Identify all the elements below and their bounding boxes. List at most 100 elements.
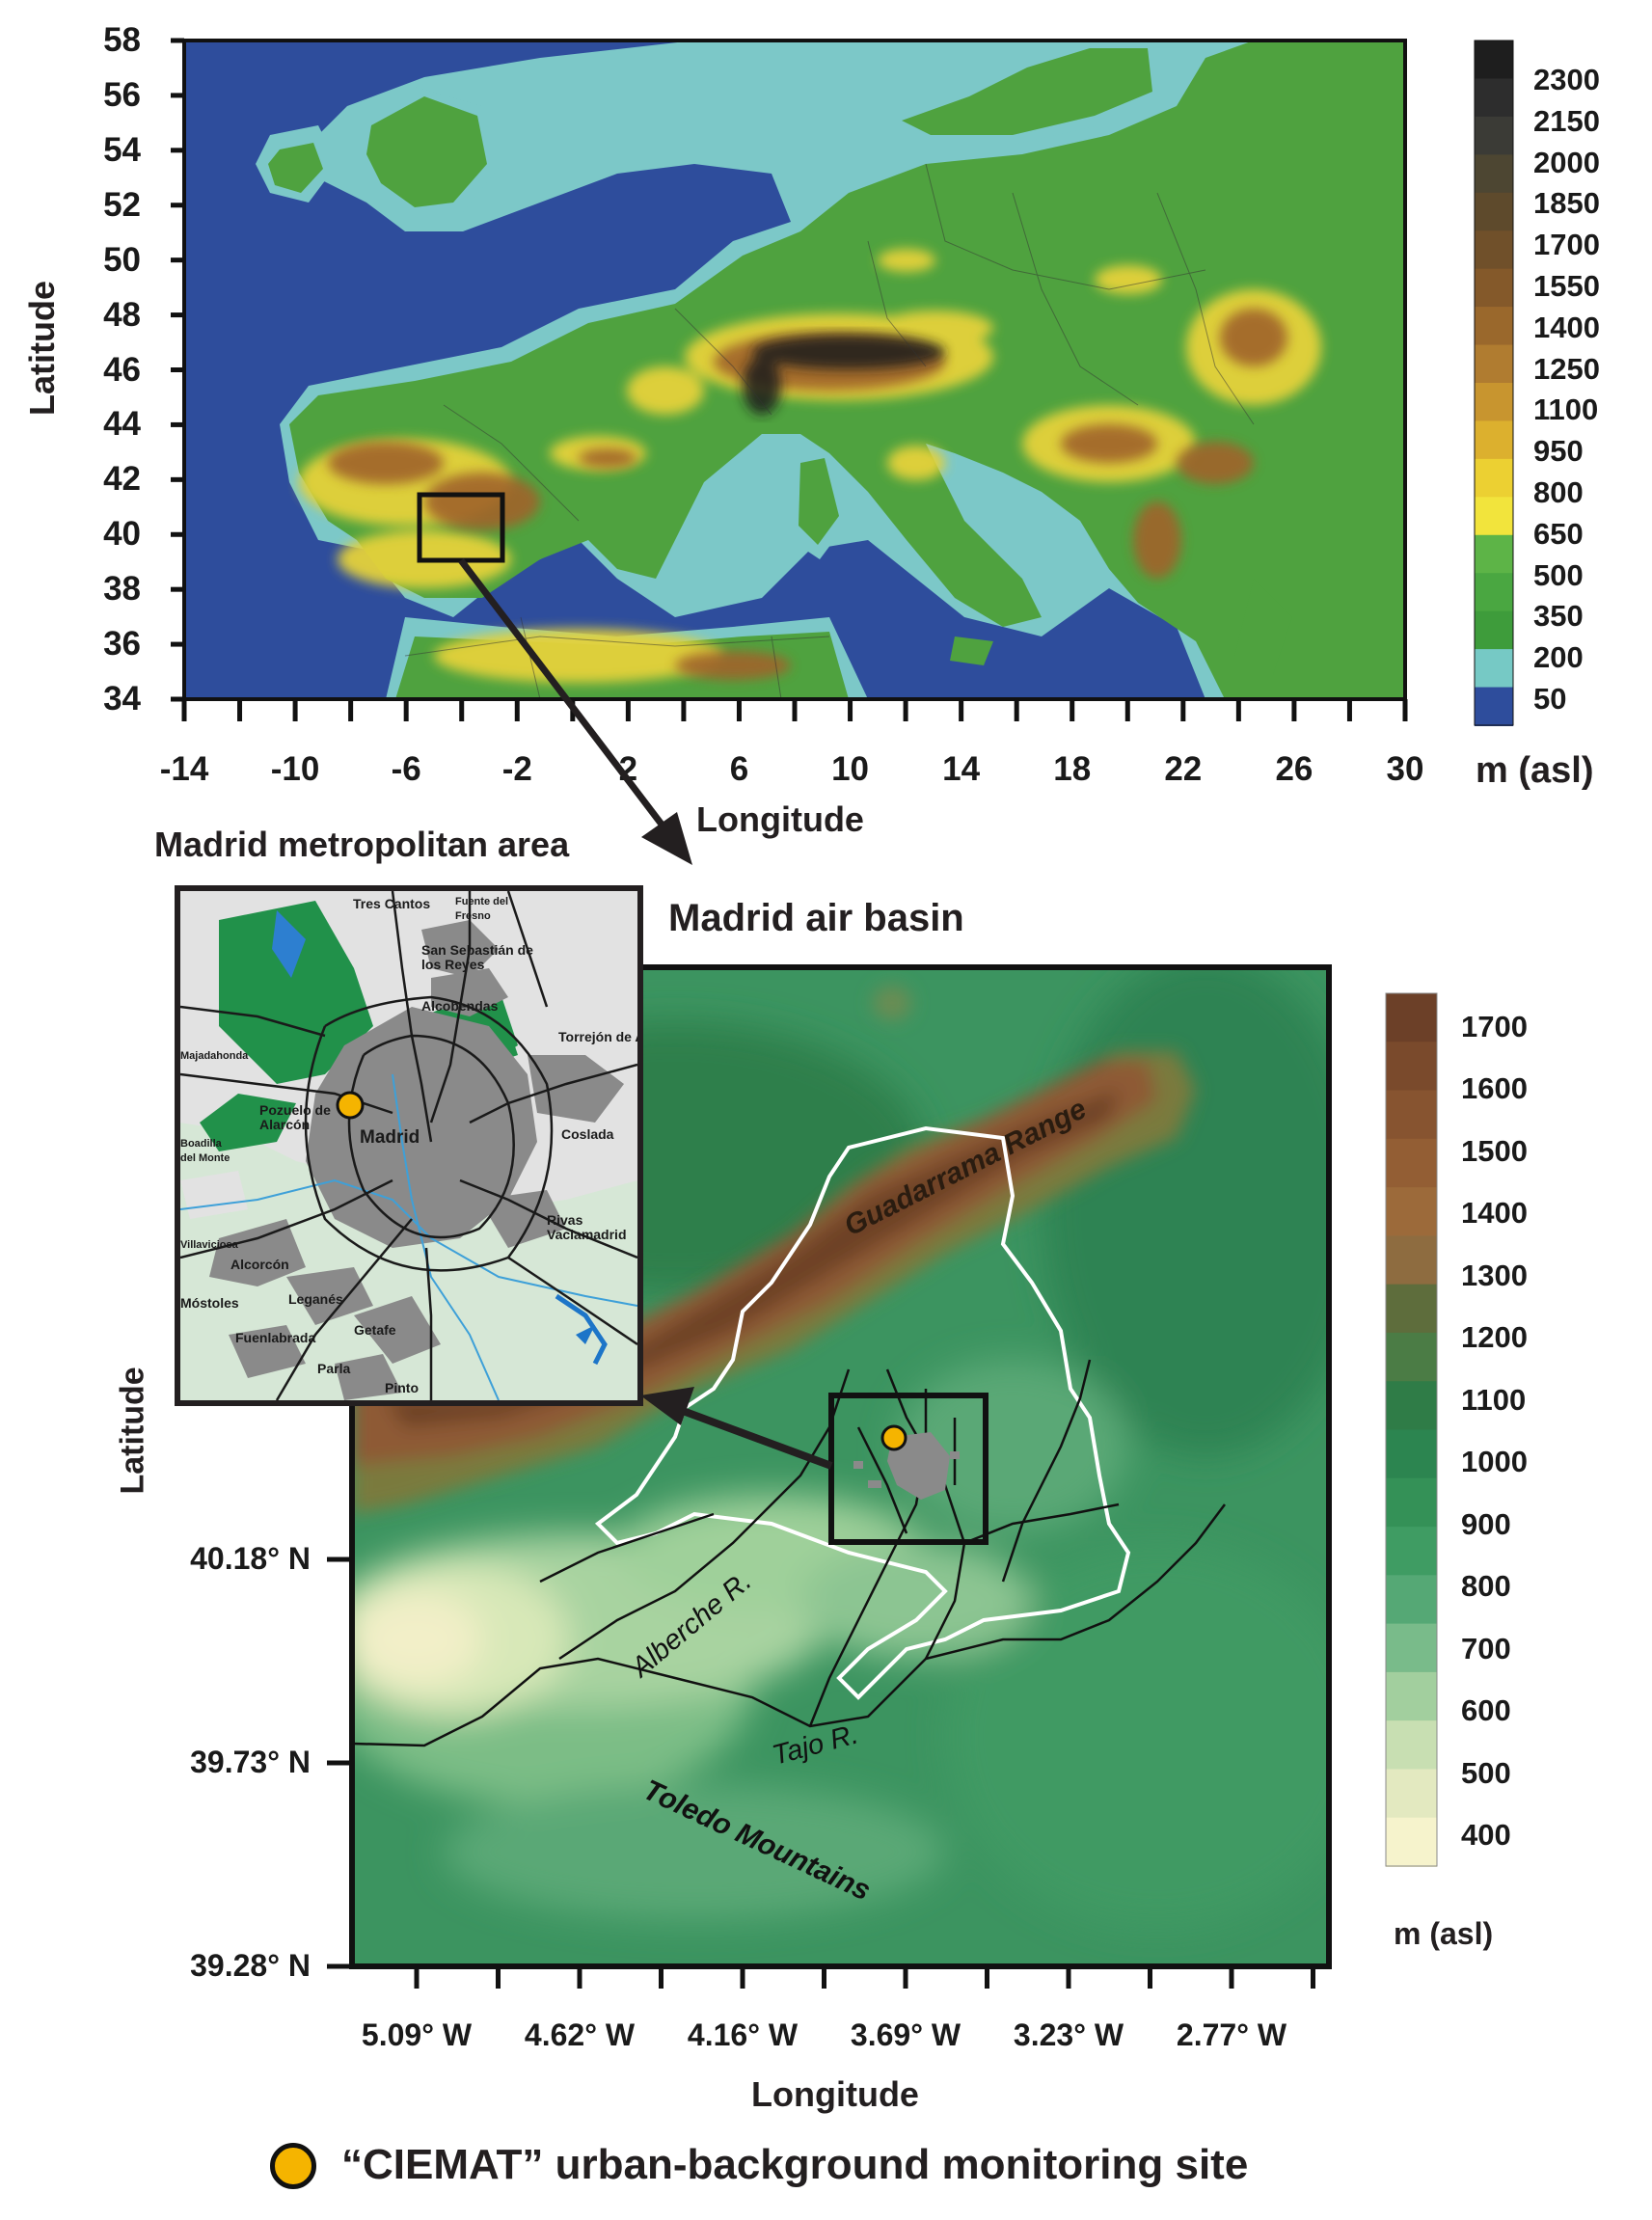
basin-y-tick: 40.18° N bbox=[190, 1541, 311, 1576]
madrid-inset-map: Tres Cantos Fuente del Fresno San Sebastiá… bbox=[175, 885, 643, 1406]
europe-colorbar-tick: 2300 bbox=[1533, 63, 1600, 96]
inset-place-label: San Sebastián de los Reyes bbox=[421, 942, 533, 972]
europe-x-tick: 18 bbox=[1053, 750, 1092, 788]
inset-place-label: Coslada bbox=[561, 1126, 614, 1142]
basin-y-tick: 39.28° N bbox=[190, 1948, 311, 1983]
basin-colorbar-band bbox=[1386, 1138, 1437, 1189]
europe-x-tick: -10 bbox=[270, 750, 320, 788]
basin-colorbar-tick: 1700 bbox=[1461, 1010, 1528, 1043]
inset-place-label: Móstoles bbox=[180, 1295, 239, 1311]
basin-colorbar-frame bbox=[1385, 992, 1438, 1867]
basin-colorbar-tick: 1600 bbox=[1461, 1071, 1528, 1106]
europe-colorbar-band bbox=[1475, 230, 1513, 270]
europe-colorbar-band bbox=[1475, 268, 1513, 309]
inset-place-label: Pozuelo de Alarcón bbox=[259, 1102, 331, 1132]
europe-colorbar-tick: 1700 bbox=[1533, 228, 1600, 262]
basin-colorbar-tick: 700 bbox=[1461, 1631, 1511, 1665]
europe-colorbar-band bbox=[1475, 116, 1513, 156]
basin-colorbar-tick: 1000 bbox=[1461, 1445, 1528, 1479]
basin-colorbar-band bbox=[1386, 1381, 1437, 1431]
europe-colorbar-band bbox=[1475, 420, 1513, 460]
basin-colorbar-band bbox=[1386, 1090, 1437, 1140]
basin-colorbar-tick: 400 bbox=[1461, 1818, 1511, 1852]
basin-colorbar-tick: 1400 bbox=[1461, 1196, 1528, 1231]
europe-x-tick: 14 bbox=[942, 750, 981, 788]
basin-colorbar-band bbox=[1386, 1720, 1437, 1771]
basin-x-tick: 3.69° W bbox=[850, 2017, 961, 2052]
europe-colorbar-band bbox=[1475, 534, 1513, 575]
europe-colorbar-band bbox=[1475, 497, 1513, 536]
europe-colorbar-tick: 200 bbox=[1533, 640, 1584, 675]
europe-x-tick: 10 bbox=[831, 750, 869, 788]
europe-x-axis-label: Longitude bbox=[696, 799, 864, 839]
europe-colorbar-band bbox=[1475, 192, 1513, 232]
basin-colorbar-tick: 1500 bbox=[1461, 1133, 1528, 1168]
legend-site-marker bbox=[270, 2143, 316, 2189]
inset-place-label: Pinto bbox=[385, 1380, 419, 1395]
basin-colorbar-band bbox=[1386, 1429, 1437, 1479]
europe-colorbar-tick: 1250 bbox=[1533, 351, 1600, 386]
basin-colorbar-band bbox=[1386, 1575, 1437, 1625]
europe-colorbar-tick: 650 bbox=[1533, 516, 1584, 551]
basin-colorbar-band bbox=[1386, 1235, 1437, 1286]
inset-place-label: Fuenlabrada bbox=[235, 1330, 316, 1345]
europe-y-tick: 38 bbox=[103, 570, 141, 609]
inset-place-label: Rivas Vaciamadrid bbox=[547, 1212, 627, 1242]
basin-colorbar-unit: m (asl) bbox=[1394, 1916, 1494, 1951]
inset-place-label: Parla bbox=[317, 1361, 351, 1376]
europe-y-tick: 46 bbox=[103, 350, 141, 389]
europe-colorbar-band bbox=[1475, 649, 1513, 689]
basin-y-tick: 39.73° N bbox=[190, 1745, 311, 1779]
basin-colorbar-tick: 1100 bbox=[1461, 1382, 1527, 1417]
basin-colorbar-band bbox=[1386, 1332, 1437, 1383]
basin-colorbar-band bbox=[1386, 1284, 1437, 1334]
ciemat-site-marker-inset bbox=[336, 1091, 365, 1120]
europe-colorbar-band bbox=[1475, 78, 1513, 118]
inset-place-label: Alcobendas bbox=[421, 998, 499, 1014]
inset-place-label: Torrejón de Ardoz bbox=[558, 1029, 637, 1044]
basin-x-tick: 5.09° W bbox=[361, 2017, 473, 2052]
inset-place-label: Tres Cantos bbox=[353, 896, 431, 911]
basin-colorbar-band bbox=[1386, 1477, 1437, 1529]
europe-colorbar-band bbox=[1475, 344, 1513, 384]
basin-colorbar-band bbox=[1386, 1817, 1437, 1867]
inset-place-label: Getafe bbox=[354, 1322, 396, 1338]
europe-x-tick: 26 bbox=[1275, 750, 1313, 788]
basin-colorbar-tick: 600 bbox=[1461, 1693, 1511, 1728]
basin-colorbar-band bbox=[1386, 1671, 1437, 1722]
europe-colorbar-tick: 2150 bbox=[1533, 103, 1600, 138]
europe-y-tick: 58 bbox=[103, 21, 141, 59]
europe-x-tick: 30 bbox=[1386, 750, 1424, 788]
inset-place-label: Boadilla del Monte bbox=[180, 1138, 230, 1164]
europe-colorbar-tick: 1850 bbox=[1533, 186, 1600, 221]
europe-y-tick: 54 bbox=[103, 130, 141, 169]
basin-colorbar-tick: 900 bbox=[1461, 1506, 1511, 1541]
inset-place-label: Madrid bbox=[360, 1127, 420, 1148]
europe-y-tick: 40 bbox=[103, 515, 141, 554]
europe-colorbar-band bbox=[1475, 41, 1513, 80]
basin-y-axis-label: Latitude bbox=[114, 1367, 151, 1495]
europe-colorbar-tick: 50 bbox=[1533, 682, 1567, 716]
inset-place-label: Villaviciosa bbox=[180, 1239, 238, 1251]
basin-x-tick: 4.62° W bbox=[524, 2017, 636, 2052]
basin-colorbar-band bbox=[1386, 1042, 1437, 1092]
basin-x-axis-label: Longitude bbox=[751, 2074, 919, 2114]
basin-colorbar-band bbox=[1386, 993, 1437, 1043]
legend-site-label: “CIEMAT” urban-background monitoring sit… bbox=[341, 2141, 1249, 2188]
europe-y-tick: 56 bbox=[103, 75, 141, 114]
europe-colorbar-unit: m (asl) bbox=[1476, 750, 1594, 791]
europe-colorbar-tick: 800 bbox=[1533, 475, 1584, 509]
europe-colorbar-tick: 1100 bbox=[1533, 393, 1599, 427]
europe-colorbar-tick: 1550 bbox=[1533, 269, 1600, 303]
europe-colorbar-band bbox=[1475, 383, 1513, 422]
europe-colorbar-band bbox=[1475, 573, 1513, 612]
europe-y-tick: 44 bbox=[103, 405, 141, 444]
europe-x-tick: 6 bbox=[729, 750, 749, 788]
europe-y-tick: 48 bbox=[103, 295, 141, 334]
europe-elevation-map bbox=[171, 38, 1514, 726]
basin-colorbar-band bbox=[1386, 1187, 1437, 1237]
europe-colorbar-band bbox=[1475, 154, 1513, 194]
europe-colorbar-tick: 1400 bbox=[1533, 310, 1600, 344]
basin-colorbar-tick: 1200 bbox=[1461, 1320, 1528, 1355]
europe-colorbar-band bbox=[1475, 610, 1513, 651]
